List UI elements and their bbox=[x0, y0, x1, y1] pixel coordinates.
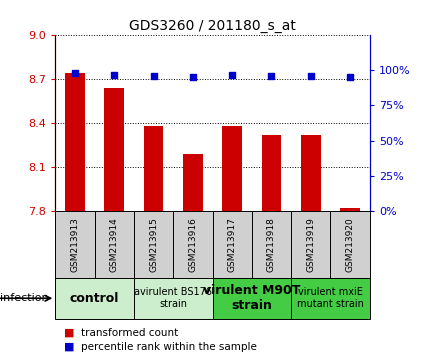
Point bbox=[229, 72, 235, 78]
Text: GSM213919: GSM213919 bbox=[306, 217, 315, 272]
Point bbox=[111, 72, 118, 78]
Text: GSM213913: GSM213913 bbox=[71, 217, 79, 272]
Text: GSM213918: GSM213918 bbox=[267, 217, 276, 272]
Bar bbox=[331, 211, 370, 278]
Bar bbox=[262, 135, 281, 211]
Bar bbox=[94, 211, 134, 278]
Text: virulent mxiE
mutant strain: virulent mxiE mutant strain bbox=[297, 287, 364, 309]
Text: control: control bbox=[70, 292, 119, 305]
Text: virulent M90T
strain: virulent M90T strain bbox=[203, 284, 300, 312]
Point bbox=[150, 73, 157, 79]
Bar bbox=[55, 211, 94, 278]
Bar bbox=[291, 211, 331, 278]
Bar bbox=[183, 154, 203, 211]
Bar bbox=[105, 88, 124, 211]
Title: GDS3260 / 201180_s_at: GDS3260 / 201180_s_at bbox=[129, 19, 296, 33]
Bar bbox=[301, 135, 320, 211]
Bar bbox=[222, 126, 242, 211]
Bar bbox=[173, 211, 212, 278]
Text: GSM213916: GSM213916 bbox=[188, 217, 197, 272]
Text: GSM213920: GSM213920 bbox=[346, 217, 354, 272]
Bar bbox=[144, 126, 163, 211]
Text: GSM213917: GSM213917 bbox=[228, 217, 237, 272]
Text: infection: infection bbox=[0, 293, 48, 303]
Bar bbox=[55, 278, 134, 319]
Bar bbox=[134, 278, 212, 319]
Point bbox=[190, 75, 196, 80]
Point bbox=[347, 75, 354, 80]
Bar bbox=[212, 211, 252, 278]
Text: transformed count: transformed count bbox=[81, 328, 178, 338]
Text: avirulent BS176
strain: avirulent BS176 strain bbox=[134, 287, 212, 309]
Text: ■: ■ bbox=[64, 342, 74, 352]
Bar bbox=[212, 278, 291, 319]
Point bbox=[307, 73, 314, 79]
Bar bbox=[291, 278, 370, 319]
Text: GSM213914: GSM213914 bbox=[110, 217, 119, 272]
Bar bbox=[252, 211, 291, 278]
Bar bbox=[65, 73, 85, 211]
Point bbox=[71, 70, 78, 76]
Text: percentile rank within the sample: percentile rank within the sample bbox=[81, 342, 257, 352]
Text: GSM213915: GSM213915 bbox=[149, 217, 158, 272]
Bar bbox=[340, 208, 360, 211]
Point bbox=[268, 73, 275, 79]
Text: ■: ■ bbox=[64, 328, 74, 338]
Bar bbox=[134, 211, 173, 278]
